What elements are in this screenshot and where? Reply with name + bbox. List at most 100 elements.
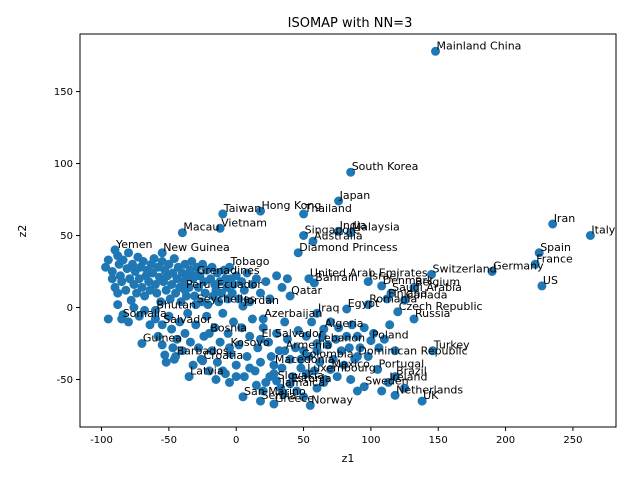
data-point — [334, 323, 344, 333]
point-label: Algeria — [325, 317, 364, 330]
data-point — [312, 308, 322, 318]
data-point — [272, 328, 282, 338]
point-label: Saudi Arabia — [392, 281, 462, 294]
y-tick-label: 150 — [54, 87, 73, 98]
data-point — [285, 291, 295, 301]
point-label: Slovakia — [278, 369, 324, 382]
point-label: El Salvador — [262, 327, 324, 340]
data-point — [299, 231, 309, 240]
data-point — [117, 277, 127, 287]
data-point — [194, 343, 203, 353]
data-point — [534, 248, 544, 258]
point-label: Azerbaijan — [264, 307, 322, 320]
data-point — [390, 346, 400, 356]
point-label: Sweden — [365, 375, 408, 388]
data-point — [385, 320, 395, 330]
x-axis-ticks: -100 -50 0 50 100 150 200 250 — [90, 427, 582, 446]
data-point — [190, 291, 199, 301]
point-label: Salvador — [163, 313, 212, 326]
data-point — [164, 259, 174, 269]
data-point — [137, 339, 147, 348]
data-point — [285, 354, 295, 364]
point-label: Netherlands — [396, 383, 463, 396]
point-label: Denmark — [383, 274, 434, 287]
data-point — [379, 334, 389, 344]
point-label: New Guinea — [163, 241, 230, 254]
data-point — [167, 280, 177, 289]
data-point — [157, 320, 167, 330]
data-point — [212, 357, 222, 367]
data-point — [188, 360, 198, 370]
point-label: Qatar — [291, 284, 322, 297]
data-point — [177, 228, 187, 238]
data-point — [317, 331, 327, 341]
y-tick-label: 50 — [60, 231, 73, 242]
data-point — [296, 363, 306, 373]
point-label: Vietnam — [221, 216, 267, 229]
point-label: Mainland China — [437, 39, 522, 52]
data-point — [400, 383, 410, 393]
x-tick-label: 150 — [429, 435, 448, 446]
data-point — [305, 400, 315, 410]
y-tick-label: 100 — [54, 159, 73, 170]
y-tick-label: -50 — [57, 375, 73, 386]
data-point — [280, 346, 290, 356]
data-point — [548, 219, 558, 229]
data-point — [377, 386, 387, 396]
data-point — [225, 343, 234, 353]
data-point — [118, 255, 128, 265]
data-point — [231, 372, 241, 382]
data-point — [138, 257, 148, 266]
data-point — [176, 297, 186, 307]
data-point — [169, 254, 179, 264]
data-point — [417, 396, 427, 406]
data-point — [277, 363, 287, 373]
data-point — [256, 334, 265, 344]
data-point — [134, 311, 144, 321]
point-label: Japan — [339, 189, 371, 202]
data-point — [331, 334, 341, 344]
data-point — [319, 377, 329, 387]
data-point — [211, 375, 221, 384]
data-point — [110, 245, 120, 255]
data-point — [585, 231, 595, 240]
data-point — [334, 226, 344, 236]
x-tick-label: 100 — [361, 435, 380, 446]
data-point — [334, 196, 344, 206]
data-point — [256, 396, 265, 406]
data-point — [121, 285, 131, 295]
point-label: Estonia — [291, 372, 332, 385]
point-label: Jamaica — [281, 376, 325, 389]
data-point — [157, 340, 167, 350]
data-point — [237, 277, 247, 287]
data-point — [203, 300, 213, 310]
point-label: Russia — [415, 307, 450, 320]
data-point — [160, 350, 170, 360]
data-point — [207, 346, 217, 356]
data-point — [117, 314, 127, 324]
data-point — [172, 334, 182, 344]
data-point — [183, 308, 193, 318]
data-point — [323, 340, 333, 350]
y-axis-label: z2 — [16, 225, 29, 238]
data-point — [296, 354, 306, 364]
x-tick-label: -100 — [90, 435, 113, 446]
data-point — [312, 383, 322, 393]
data-point — [369, 328, 379, 338]
point-label: Latvia — [190, 365, 224, 378]
data-point — [171, 352, 181, 361]
data-point — [258, 386, 268, 396]
y-tick-label: 0 — [67, 303, 73, 314]
point-label: Portugal — [379, 357, 425, 370]
chart-title: ISOMAP with NN=3 — [288, 16, 413, 31]
data-point — [218, 308, 228, 318]
data-point — [229, 280, 238, 289]
data-point — [272, 271, 282, 281]
point-label: Greece — [275, 392, 314, 405]
point-label: Belgium — [415, 275, 460, 288]
data-point — [269, 360, 279, 370]
point-label: Hong Kong — [262, 199, 322, 212]
point-label: Mexico — [332, 357, 371, 370]
point-label: Malaysia — [352, 221, 400, 234]
